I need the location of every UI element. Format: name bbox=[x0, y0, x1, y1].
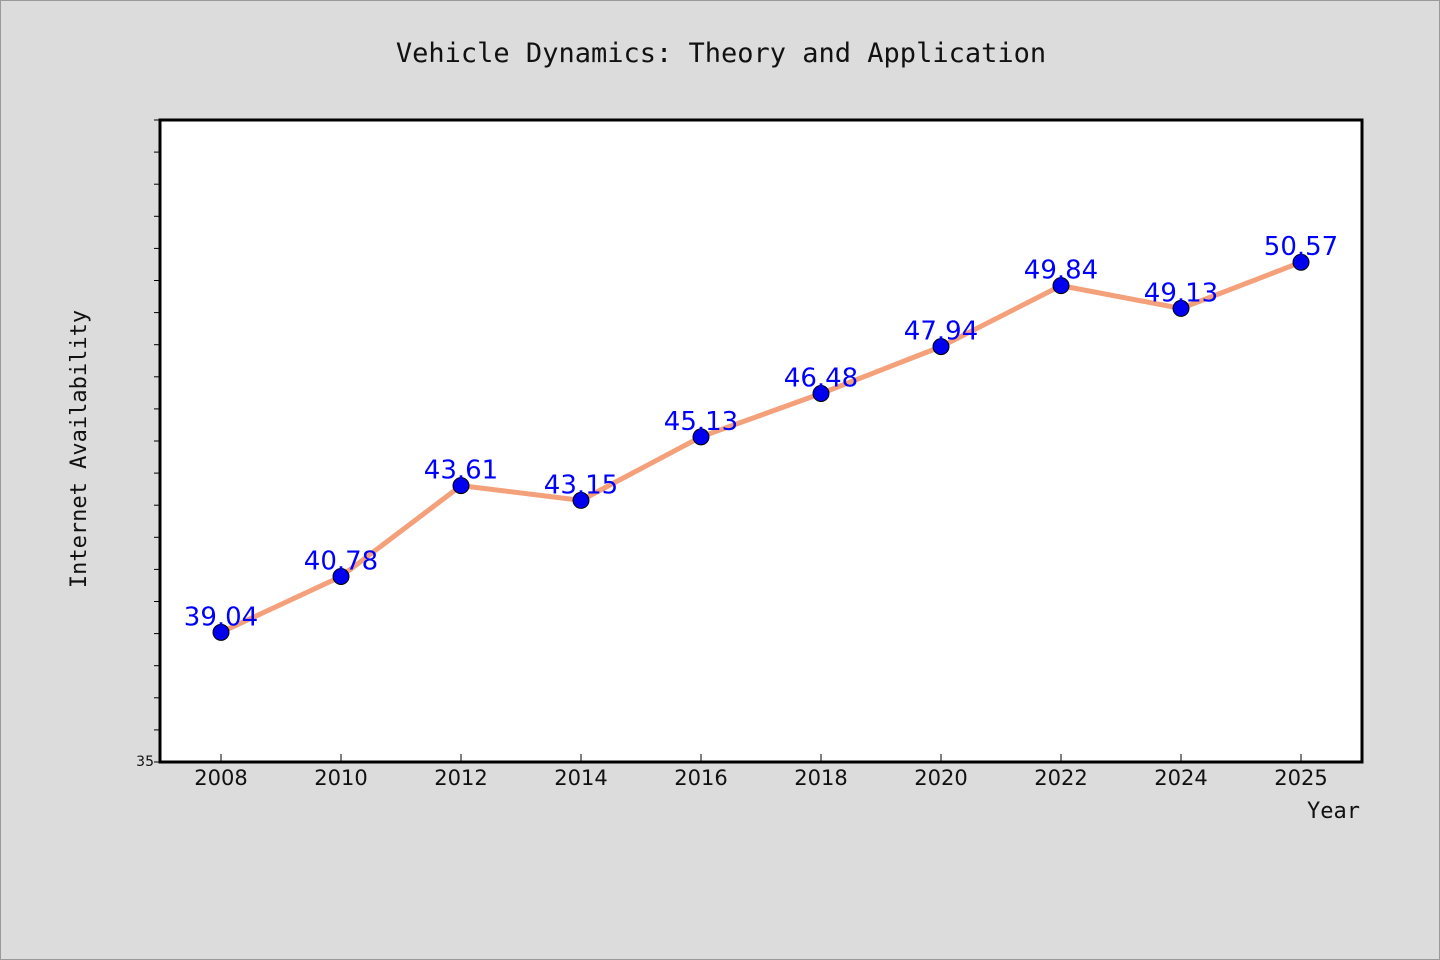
data-point bbox=[812, 384, 830, 402]
x-tick-label: 2008 bbox=[194, 766, 247, 790]
data-label: 49.84 bbox=[1024, 256, 1098, 286]
data-label: 45.13 bbox=[664, 407, 738, 437]
x-tick-label: 2016 bbox=[674, 766, 727, 790]
data-label: 40.78 bbox=[304, 546, 378, 576]
x-tick-label: 2012 bbox=[434, 766, 487, 790]
data-point bbox=[452, 477, 470, 495]
series-layer bbox=[212, 253, 1310, 641]
plot-area bbox=[158, 118, 1364, 764]
data-label: 47.94 bbox=[904, 317, 978, 347]
data-label: 43.15 bbox=[544, 470, 618, 500]
data-point bbox=[332, 567, 350, 585]
x-tick-label: 2010 bbox=[314, 766, 367, 790]
y-tick-label: 35 bbox=[136, 754, 154, 770]
data-point bbox=[932, 338, 950, 356]
data-point bbox=[1172, 299, 1190, 317]
x-tick-label: 2018 bbox=[794, 766, 847, 790]
data-point bbox=[692, 428, 710, 446]
y-axis-ticks: 35 bbox=[136, 119, 160, 770]
data-label: 46.48 bbox=[784, 363, 858, 393]
x-tick-label: 2025 bbox=[1274, 766, 1327, 790]
x-tick-label: 2020 bbox=[914, 766, 967, 790]
series-line bbox=[218, 259, 1304, 635]
data-point bbox=[1052, 277, 1070, 295]
data-label: 43.61 bbox=[424, 456, 498, 486]
data-point bbox=[572, 491, 590, 509]
data-point bbox=[1292, 253, 1310, 271]
x-tick-label: 2022 bbox=[1034, 766, 1087, 790]
y-axis-label: Internet Availability bbox=[67, 310, 92, 588]
data-label: 49.13 bbox=[1144, 278, 1218, 308]
x-axis-ticks: 2008 2010 2012 2014 2016 2018 2020 2022 2024 2025 bbox=[194, 754, 1328, 790]
data-label-layer: 39.04 40.78 43.61 43.15 45.13 46.48 47.94 49.84… bbox=[184, 232, 1338, 632]
data-label: 50.57 bbox=[1264, 232, 1338, 262]
x-tick-label: 2014 bbox=[554, 766, 607, 790]
data-label: 39.04 bbox=[184, 602, 258, 632]
x-axis-label: Year bbox=[1307, 799, 1360, 824]
x-tick-label: 2024 bbox=[1154, 766, 1207, 790]
chart-title: Vehicle Dynamics: Theory and Application bbox=[396, 38, 1046, 69]
data-point bbox=[212, 623, 230, 641]
